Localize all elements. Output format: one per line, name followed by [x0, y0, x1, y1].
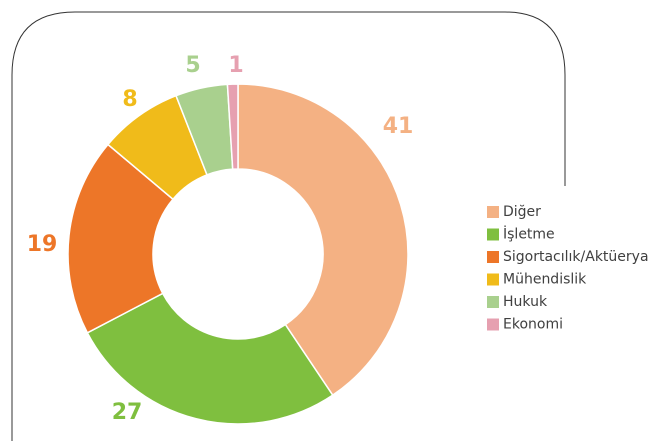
frame	[11, 11, 566, 441]
legend-label: Ekonomi	[503, 317, 563, 333]
value-label: 5	[185, 53, 200, 78]
value-label: 19	[27, 232, 58, 257]
donut-segment	[226, 83, 239, 170]
legend-label: Mühendislik	[503, 272, 587, 288]
donut-segment	[86, 292, 334, 425]
value-label: 8	[122, 87, 137, 112]
legend-swatch	[487, 251, 499, 263]
value-label: 1	[228, 53, 243, 78]
legend-label: Hukuk	[503, 294, 548, 310]
legend-swatch	[487, 318, 499, 331]
legend-label: Diğer	[503, 204, 541, 220]
legend-swatch	[487, 296, 499, 308]
legend-label: İşletme	[503, 225, 555, 243]
value-label: 27	[112, 400, 143, 425]
donut-segment	[67, 143, 175, 334]
legend-swatch	[487, 206, 499, 218]
legend-swatch	[487, 273, 499, 286]
legend-swatch	[487, 228, 499, 241]
legend-label: Sigortacılık/Aktüerya	[503, 249, 649, 265]
value-label: 41	[383, 114, 414, 139]
donut-segment	[237, 83, 409, 397]
